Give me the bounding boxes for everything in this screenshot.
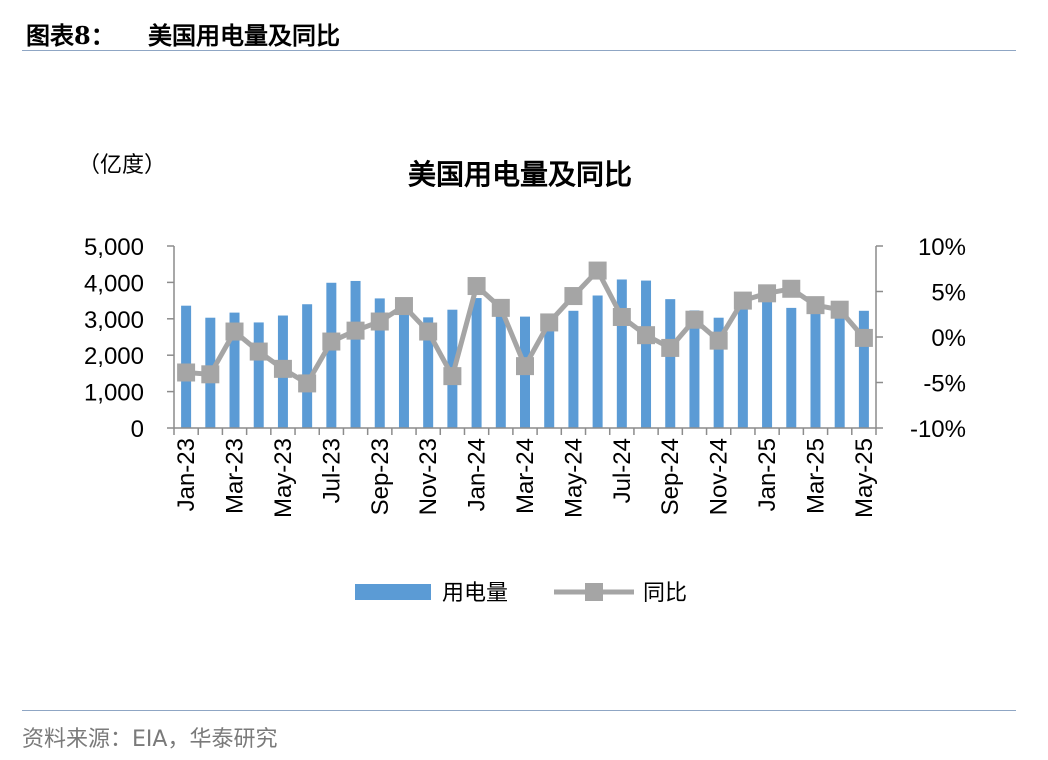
- figure-header: 图表8： 美国用电量及同比: [22, 14, 1016, 51]
- legend: 用电量 同比: [355, 581, 687, 606]
- yoy-point-Aug-24: [637, 326, 656, 345]
- x-tick-label: May-25: [851, 438, 878, 518]
- x-tick-label: Jul-23: [318, 438, 345, 503]
- y-left-tick-label: 1,000: [84, 380, 144, 407]
- x-tick-label: May-23: [270, 438, 297, 518]
- yoy-point-Aug-23: [346, 321, 365, 340]
- yoy-point-Sep-24: [661, 338, 680, 357]
- bar-Jun-24: [592, 295, 603, 428]
- yoy-point-Feb-23: [201, 365, 220, 384]
- figure-label: 图表8：: [26, 21, 115, 50]
- bar-Feb-24: [495, 312, 506, 428]
- yoy-point-Jul-23: [322, 332, 341, 351]
- bar-Aug-23: [350, 280, 361, 428]
- yoy-point-May-24: [564, 287, 583, 306]
- figure-title: 美国用电量及同比: [148, 21, 340, 50]
- y-left-unit-label: （亿度）: [78, 153, 166, 178]
- yoy-point-Jun-23: [298, 374, 317, 393]
- y-left-tick-label: 4,000: [84, 270, 144, 297]
- y-right-tick-label: 10%: [918, 234, 966, 261]
- yoy-point-Apr-24: [540, 313, 559, 332]
- bar-Oct-23: [398, 309, 409, 428]
- y-left-tick-label: 5,000: [84, 234, 144, 261]
- y-right-tick-label: -10%: [910, 416, 966, 443]
- yoy-point-Jul-24: [612, 307, 631, 326]
- line-series: [177, 261, 873, 393]
- bar-Apr-25: [834, 318, 845, 428]
- yoy-point-Feb-25: [782, 279, 801, 298]
- x-tick-label: Sep-23: [367, 438, 394, 515]
- yoy-point-Oct-24: [685, 310, 704, 329]
- x-tick-label: Sep-24: [657, 438, 684, 515]
- yoy-point-Dec-24: [733, 291, 752, 310]
- y-left-tick-label: 2,000: [84, 343, 144, 370]
- bar-Jul-24: [616, 279, 627, 428]
- bar-Aug-24: [641, 280, 652, 428]
- y-right-tick-label: -5%: [923, 371, 966, 398]
- x-tick-label: May-24: [560, 438, 587, 518]
- bar-Sep-23: [374, 298, 385, 428]
- bar-Apr-24: [544, 321, 555, 428]
- yoy-point-Jan-24: [467, 277, 486, 296]
- bar-Oct-24: [689, 310, 700, 428]
- x-tick-label: Jan-25: [754, 438, 781, 511]
- bar-Apr-23: [253, 322, 264, 428]
- yoy-point-Mar-25: [806, 296, 825, 315]
- x-tick-label: Jan-24: [464, 438, 491, 511]
- legend-line-label: 同比: [643, 581, 687, 606]
- bar-Jan-25: [762, 291, 773, 428]
- bar-Nov-24: [713, 317, 724, 428]
- yoy-point-Nov-24: [709, 331, 728, 350]
- yoy-point-Jan-25: [758, 284, 777, 303]
- x-tick-label: Jul-24: [609, 438, 636, 503]
- chart-title: 美国用电量及同比: [408, 158, 632, 191]
- yoy-point-Mar-24: [516, 357, 534, 376]
- x-tick-label: Mar-24: [512, 438, 539, 514]
- yoy-point-Mar-23: [225, 322, 244, 341]
- x-tick-label: Nov-24: [706, 438, 733, 515]
- yoy-point-Nov-23: [419, 322, 438, 341]
- legend-line-marker: [585, 583, 603, 601]
- bar-Feb-25: [786, 307, 797, 428]
- yoy-point-May-23: [273, 359, 292, 378]
- bar-May-25: [858, 310, 869, 428]
- y-left-tick-label: 3,000: [84, 307, 144, 334]
- x-tick-label: Nov-23: [415, 438, 442, 515]
- bar-Jun-23: [302, 304, 313, 428]
- bar-Jul-23: [326, 282, 337, 428]
- y-right-tick-label: 5%: [931, 280, 966, 307]
- yoy-point-Apr-25: [830, 300, 849, 319]
- yoy-point-Jan-23: [177, 363, 196, 382]
- y-left-tick-label: 0: [131, 416, 144, 443]
- bar-May-24: [568, 310, 579, 428]
- yoy-point-Apr-23: [249, 342, 268, 361]
- yoy-point-Oct-23: [394, 297, 413, 316]
- bar-Mar-25: [810, 313, 821, 428]
- yoy-point-Dec-23: [443, 367, 462, 386]
- legend-bar-swatch: [355, 584, 431, 600]
- source-text: 资料来源：EIA，华泰研究: [22, 727, 278, 752]
- yoy-point-May-25: [854, 328, 873, 347]
- bar-Sep-24: [665, 299, 676, 428]
- bar-Mar-23: [229, 312, 240, 428]
- yoy-point-Sep-23: [370, 312, 389, 331]
- bar-Dec-24: [737, 304, 748, 428]
- yoy-point-Feb-24: [491, 298, 510, 317]
- legend-bar-label: 用电量: [442, 581, 508, 606]
- axes: 0 1,000 2,000 3,000 4,000 5,000 -10% -5% 0% 5% 10%…: [84, 234, 966, 518]
- x-tick-label: Jan-23: [173, 438, 200, 511]
- bar-Jan-24: [471, 298, 482, 428]
- x-tick-label: Mar-25: [802, 438, 829, 514]
- bar-Nov-23: [423, 317, 434, 428]
- figure-source: 资料来源：EIA，华泰研究: [22, 710, 1016, 753]
- x-tick-label: Mar-23: [222, 438, 249, 514]
- y-right-tick-label: 0%: [931, 325, 966, 352]
- yoy-point-Jun-24: [588, 261, 607, 280]
